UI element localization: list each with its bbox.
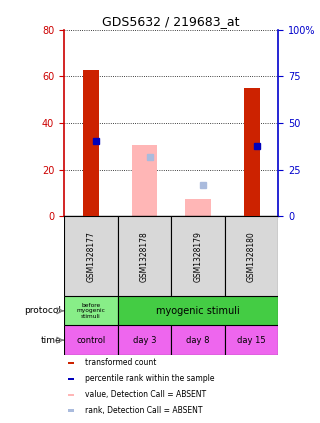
- Text: rank, Detection Call = ABSENT: rank, Detection Call = ABSENT: [85, 406, 203, 415]
- FancyBboxPatch shape: [171, 216, 225, 296]
- FancyBboxPatch shape: [68, 393, 74, 396]
- Text: day 15: day 15: [237, 335, 266, 345]
- Text: GSM1328177: GSM1328177: [86, 231, 95, 282]
- FancyBboxPatch shape: [64, 296, 118, 325]
- Text: protocol: protocol: [24, 306, 61, 315]
- Bar: [83, 70, 99, 216]
- FancyBboxPatch shape: [118, 296, 278, 325]
- Text: time: time: [41, 335, 61, 345]
- Text: percentile rank within the sample: percentile rank within the sample: [85, 374, 215, 383]
- FancyBboxPatch shape: [171, 325, 225, 355]
- FancyBboxPatch shape: [68, 377, 74, 380]
- FancyBboxPatch shape: [225, 216, 278, 296]
- FancyBboxPatch shape: [68, 362, 74, 364]
- Text: GSM1328179: GSM1328179: [194, 231, 203, 282]
- Bar: [244, 88, 260, 216]
- Text: myogenic stimuli: myogenic stimuli: [156, 306, 240, 316]
- Text: GSM1328178: GSM1328178: [140, 231, 149, 282]
- Text: GSM1328180: GSM1328180: [247, 231, 256, 282]
- Text: transformed count: transformed count: [85, 358, 157, 367]
- Text: before
myogenic
stimuli: before myogenic stimuli: [76, 302, 105, 319]
- FancyBboxPatch shape: [64, 216, 118, 296]
- Text: day 3: day 3: [133, 335, 156, 345]
- Text: day 8: day 8: [186, 335, 210, 345]
- Text: value, Detection Call = ABSENT: value, Detection Call = ABSENT: [85, 390, 207, 399]
- FancyBboxPatch shape: [118, 216, 171, 296]
- Text: control: control: [76, 335, 105, 345]
- FancyBboxPatch shape: [68, 409, 74, 412]
- FancyBboxPatch shape: [118, 325, 171, 355]
- Title: GDS5632 / 219683_at: GDS5632 / 219683_at: [102, 16, 240, 28]
- FancyBboxPatch shape: [225, 325, 278, 355]
- Bar: [185, 199, 211, 216]
- FancyBboxPatch shape: [64, 325, 118, 355]
- Bar: [132, 145, 157, 216]
